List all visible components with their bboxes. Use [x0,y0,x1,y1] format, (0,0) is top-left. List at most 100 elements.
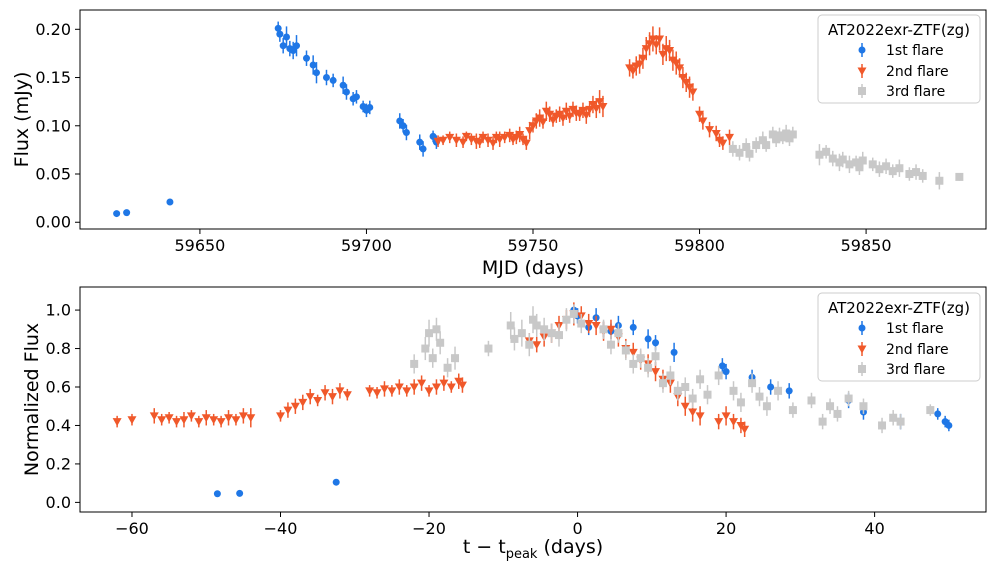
bottom-point-2nd [424,385,434,397]
top-x-tick-label: 59650 [174,236,225,255]
bottom-point-2nd [320,385,330,401]
bottom-point-3rd [577,313,586,334]
bottom-legend-label-1st: 1st flare [886,321,944,337]
bottom-legend-marker-2nd [857,342,867,356]
bottom-y-tick-label: 0.0 [46,493,71,512]
bottom-point-3rd [599,319,608,339]
top-point-3rd [815,144,824,166]
bottom-point-2nd [342,388,352,401]
bottom-point-3rd [833,406,842,422]
bottom-point-3rd [621,340,630,361]
bottom-point-2nd [439,375,449,391]
bottom-point-3rd [696,369,705,389]
bottom-point-2nd [224,410,234,426]
top-point-2nd [565,109,575,123]
bottom-point-2nd [721,406,731,426]
top-point-2nd [525,121,535,140]
top-point-3rd [752,137,761,153]
bottom-point-2nd [714,413,724,430]
top-legend-title: AT2022exr-ZTF(zg) [828,21,970,39]
bottom-point-3rd [636,348,645,368]
top-point-1st [366,100,374,115]
bottom-y-tick-label: 0.2 [46,454,71,473]
top-point-3rd [745,146,754,162]
bottom-point-2nd [532,337,542,353]
bottom-point-3rd [510,327,519,351]
bottom-point-3rd [421,337,430,361]
top-point-2nd [598,95,608,118]
bottom-point-3rd [926,404,935,416]
bottom-point-2nd [209,413,219,426]
top-point-1st [293,35,301,57]
bottom-point-2nd [409,379,419,395]
bottom-point-1st [934,408,942,420]
top-point-2nd [685,76,695,98]
bottom-point-2nd [305,388,315,405]
top-panel: 59650 59700 59750 59800 59850 0.00 0.05 0.10 0.1… [11,9,987,279]
bottom-point-2nd [194,415,204,428]
bottom-point-2nd [379,381,389,397]
top-point-2nd [461,131,471,142]
top-point-1st [352,90,360,104]
bottom-point-3rd [432,317,441,341]
top-point-2nd [671,51,681,75]
bottom-point-2nd [179,412,189,428]
bottom-x-axis-label: t − tpeak (days) [463,536,603,562]
top-x-tick-label: 59850 [841,236,892,255]
top-data-points [113,21,964,218]
top-x-tick-label: 59800 [674,236,725,255]
bottom-point-3rd [547,323,556,343]
bottom-point-3rd [562,308,571,332]
top-legend-marker-2nd [857,64,867,78]
bottom-point-3rd [666,365,675,386]
top-y-tick-label: 0.00 [35,213,71,232]
top-point-3rd [888,164,897,178]
bottom-point-3rd [443,358,452,378]
top-point-3rd [912,164,921,180]
bottom-point-1st [722,363,730,380]
top-point-2nd [718,136,728,150]
top-x-tick-label: 59700 [341,236,392,255]
top-point-3rd [905,167,914,181]
top-point-2nd [725,129,735,146]
top-point-2nd [698,112,708,130]
bottom-point-2nd [394,379,404,395]
bottom-point-2nd [372,387,382,399]
bottom-point-1st [213,490,221,498]
bottom-x-tick-label: −40 [264,519,298,538]
bottom-point-2nd [201,410,211,426]
bottom-point-1st [629,319,637,336]
bottom-point-2nd [157,413,167,426]
bottom-point-2nd [695,406,705,426]
top-point-1st [283,26,291,48]
bottom-point-3rd [484,340,493,357]
bottom-point-2nd [446,381,456,393]
bottom-point-3rd [896,413,905,430]
top-point-2nd [628,63,638,79]
top-point-3rd [918,169,927,183]
top-point-2nd [500,131,510,144]
top-point-2nd [578,102,588,119]
top-point-2nd [688,83,698,101]
top-point-2nd [561,102,571,120]
bottom-point-1st [718,358,726,374]
bottom-point-3rd [532,313,541,337]
top-point-2nd [438,135,448,146]
top-point-3rd [895,159,904,177]
bottom-point-3rd [755,387,764,407]
bottom-y-tick-label: 1.0 [46,301,71,320]
top-point-1st [166,198,174,206]
top-point-2nd [705,121,715,138]
top-point-2nd [648,26,658,52]
top-point-1st [303,50,310,66]
top-point-2nd [538,115,548,129]
top-legend-label-2nd: 2nd flare [886,64,949,80]
top-y-tick-label: 0.20 [35,20,71,39]
bottom-point-2nd [283,402,293,418]
bottom-point-2nd [298,394,308,411]
bottom-point-2nd [740,421,750,437]
bottom-y-tick-label: 0.8 [46,339,71,358]
top-axis-ticks: 59650 59700 59750 59800 59850 0.00 0.05 0.10 0.1… [35,20,891,255]
top-point-1st [329,73,337,88]
